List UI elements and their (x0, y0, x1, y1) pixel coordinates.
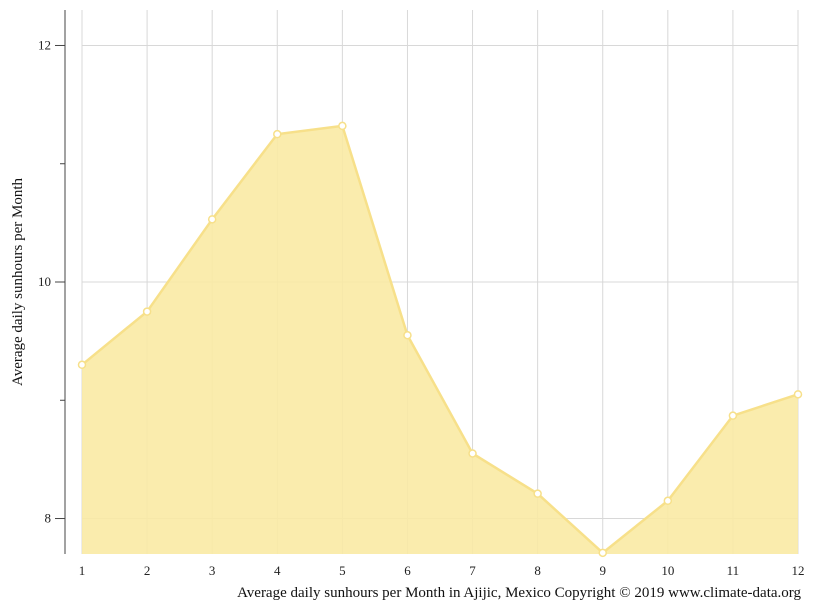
data-point (533, 489, 542, 498)
x-tick-label: 3 (209, 563, 216, 578)
x-tick-label: 10 (661, 563, 674, 578)
x-tick-label: 9 (599, 563, 606, 578)
x-tick-label: 8 (534, 563, 541, 578)
y-ticks: 8 10 12 (38, 37, 65, 526)
data-point (77, 360, 87, 370)
x-tick-label: 11 (727, 563, 740, 578)
sunhours-line (81, 124, 799, 555)
y-axis-label: Average daily sunhours per Month (10, 178, 26, 387)
data-point (142, 307, 152, 316)
x-tick-label: 1 (79, 563, 86, 578)
sunhours-area (82, 125, 798, 554)
data-point (468, 449, 477, 458)
y-tick-label: 10 (38, 274, 51, 289)
data-point (793, 390, 803, 399)
x-tick-label: 6 (404, 563, 411, 578)
x-ticks: 1 2 3 4 5 6 7 8 9 10 11 12 (79, 563, 805, 578)
x-tick-label: 7 (469, 563, 476, 578)
x-tick-label: 2 (144, 563, 151, 578)
data-point (338, 121, 347, 131)
data-points (77, 121, 803, 558)
data-point (273, 129, 282, 139)
x-tick-label: 4 (274, 563, 281, 578)
x-tick-label: 5 (339, 563, 346, 578)
data-point (663, 496, 673, 506)
data-point (598, 548, 607, 558)
chart-caption: Average daily sunhours per Month in Ajij… (237, 585, 801, 601)
y-tick-label: 12 (38, 37, 51, 52)
data-point (403, 330, 412, 340)
x-tick-label: 12 (792, 563, 805, 578)
data-point (728, 411, 738, 420)
data-point (207, 215, 217, 224)
y-tick-label: 8 (45, 511, 52, 526)
